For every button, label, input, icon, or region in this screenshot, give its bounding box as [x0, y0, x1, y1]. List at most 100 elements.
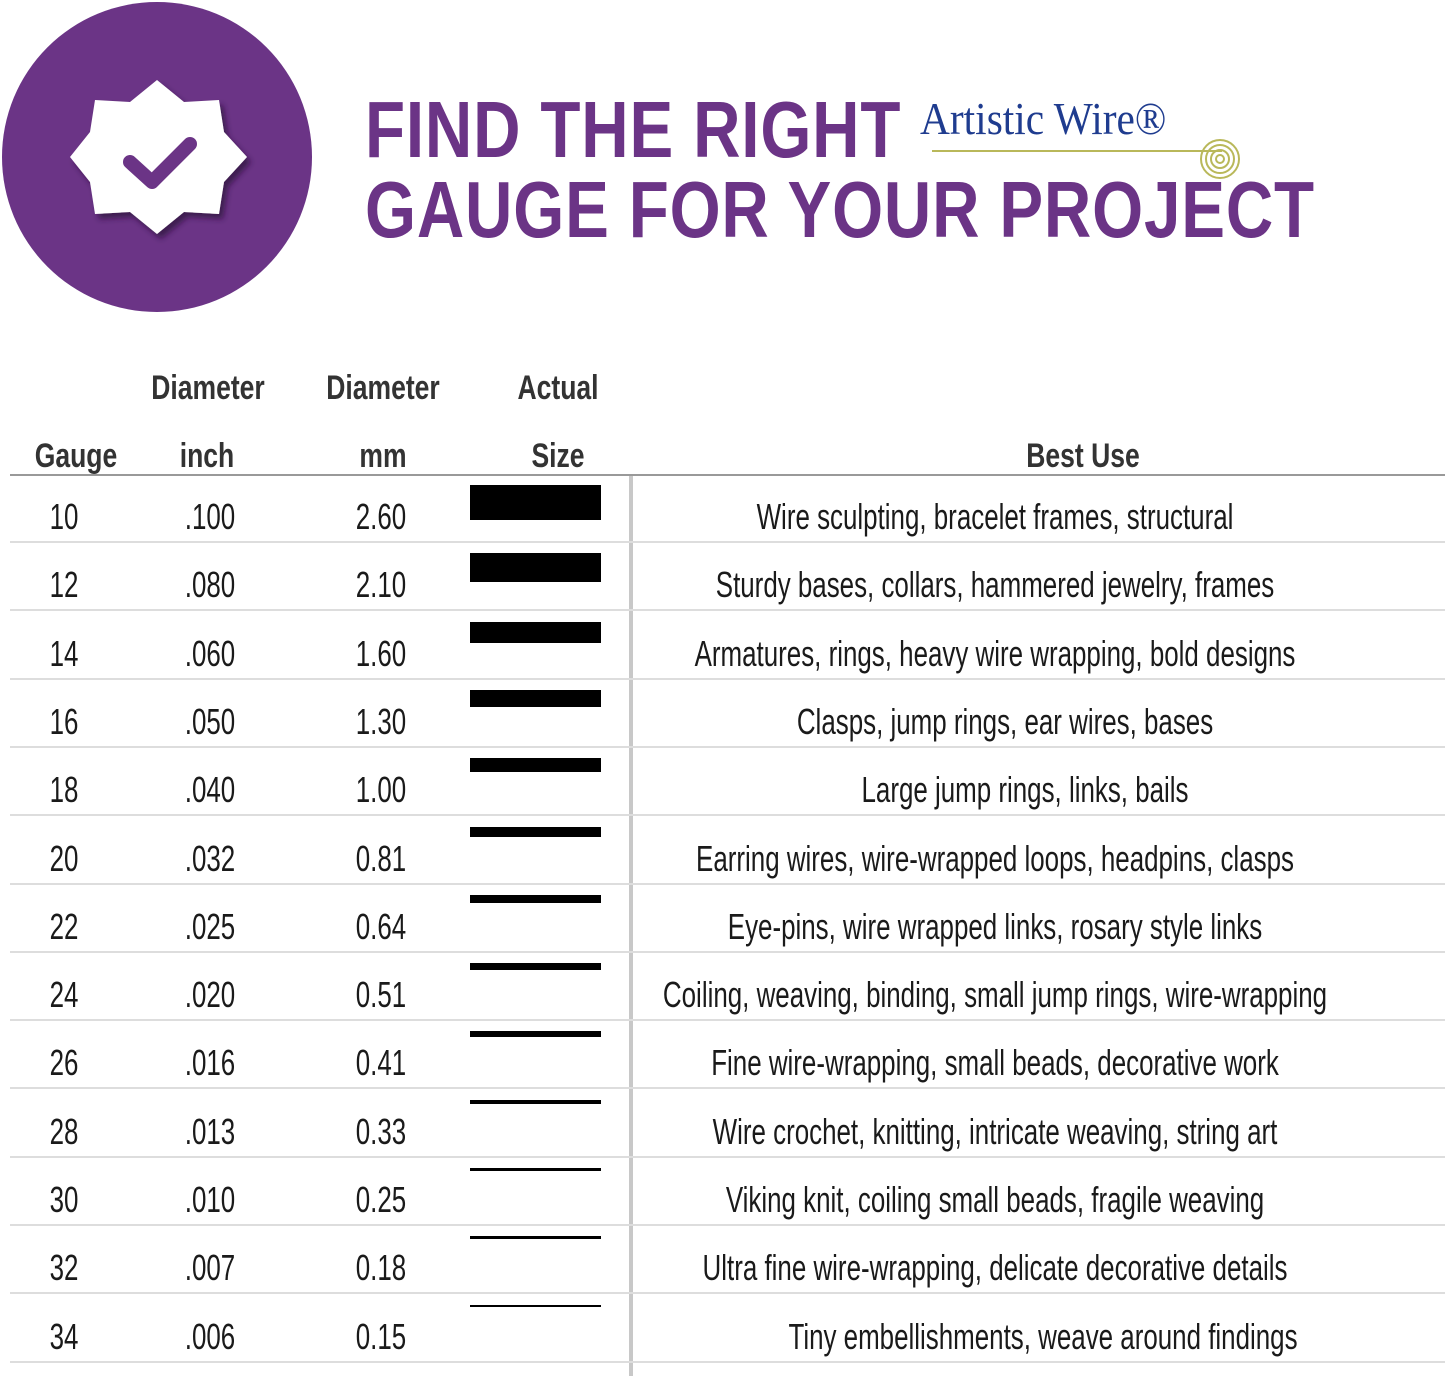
row-divider: [10, 1224, 1445, 1226]
best-use-cell-text: Coiling, weaving, binding, small jump ri…: [662, 974, 1328, 1016]
best-use-cell-text: Clasps, jump rings, ear wires, bases: [796, 700, 1214, 742]
row-divider: [10, 1360, 1445, 1363]
row-divider: [10, 1155, 1445, 1158]
header-best-use: Best Use: [1026, 437, 1140, 475]
check-badge-icon: [70, 80, 247, 234]
row-divider: [10, 1019, 1445, 1022]
wire-size-bar: [470, 1031, 601, 1037]
mm-cell-text: 0.33: [355, 1110, 407, 1152]
inch-cell-text: .007: [184, 1247, 236, 1289]
gauge-cell: 32: [44, 1248, 84, 1288]
mm-cell: 0.51: [346, 975, 416, 1015]
gauge-cell-text: 18: [49, 769, 79, 811]
best-use-cell-text: Eye-pins, wire wrapped links, rosary sty…: [727, 905, 1263, 947]
mm-cell-text: 0.18: [355, 1247, 407, 1289]
mm-cell-text: 1.60: [355, 632, 407, 674]
inch-cell: .007: [175, 1248, 245, 1288]
gauge-cell: 20: [44, 838, 84, 879]
title-line-2: GAUGE FOR YOUR PROJECT: [365, 165, 1315, 254]
artistic-wire-logo: Artistic Wire®: [920, 92, 1250, 182]
row-divider: [10, 1087, 1445, 1090]
wire-size-bar: [470, 894, 601, 904]
inch-cell-text: .060: [184, 632, 236, 674]
inch-cell: .010: [175, 1180, 245, 1220]
gauge-cell: 34: [44, 1315, 84, 1357]
mm-cell-text: 1.30: [355, 700, 407, 742]
mm-cell-text: 2.60: [355, 496, 407, 537]
row-divider: [10, 677, 1445, 680]
best-use-cell: Tiny embellishments, weave around findin…: [689, 1315, 1396, 1357]
wire-coil-icon: [1200, 139, 1240, 179]
title-line-1: FIND THE RIGHT: [365, 85, 902, 174]
gauge-cell: 30: [44, 1180, 84, 1220]
inch-cell-text: .010: [184, 1179, 236, 1220]
mm-cell: 0.15: [346, 1315, 416, 1357]
mm-cell-text: 0.15: [355, 1315, 407, 1357]
inch-cell-text: .025: [184, 905, 236, 947]
gauge-cell-text: 34: [49, 1315, 79, 1357]
inch-cell: .050: [175, 700, 245, 742]
column-divider: [629, 476, 633, 1376]
gauge-cell-text: 12: [49, 564, 79, 606]
mm-cell: 0.18: [346, 1248, 416, 1288]
mm-cell-text: 0.81: [355, 837, 407, 879]
inch-cell: .025: [175, 905, 245, 947]
mm-cell: 2.10: [346, 565, 416, 605]
gauge-cell-text: 24: [49, 974, 79, 1016]
best-use-cell-text: Tiny embellishments, weave around findin…: [788, 1315, 1298, 1357]
mm-cell-text: 1.00: [355, 769, 407, 811]
inch-cell-text: .100: [184, 496, 236, 537]
row-divider: [10, 814, 1445, 817]
gauge-cell-text: 26: [49, 1042, 79, 1084]
header-size: Size: [531, 437, 585, 475]
mm-cell-text: 0.51: [355, 974, 407, 1016]
wire-size-bar: [470, 826, 601, 838]
row-divider: [10, 950, 1445, 953]
inch-cell-text: .050: [184, 700, 236, 742]
mm-cell: 0.25: [346, 1180, 416, 1220]
mm-cell: 1.60: [346, 632, 416, 674]
wire-size-bar: [470, 1304, 601, 1307]
mm-cell-text: 0.25: [355, 1179, 407, 1220]
inch-cell-text: .013: [184, 1110, 236, 1152]
best-use-cell: Large jump rings, links, bails: [798, 770, 1252, 810]
inch-cell: .060: [175, 632, 245, 674]
mm-cell: 0.33: [346, 1110, 416, 1152]
gauge-cell: 22: [44, 905, 84, 947]
wire-size-bar: [470, 1236, 601, 1239]
gauge-cell-text: 22: [49, 905, 79, 947]
gauge-cell: 14: [44, 632, 84, 674]
row-divider: [10, 609, 1445, 612]
best-use-cell: Ultra fine wire-wrapping, delicate decor…: [589, 1248, 1401, 1288]
wire-size-bar: [470, 1168, 601, 1172]
logo-wire-line: [932, 150, 1222, 152]
best-use-cell: Coiling, weaving, binding, small jump ri…: [534, 975, 1445, 1015]
best-use-cell-text: Large jump rings, links, bails: [861, 769, 1189, 811]
header-mm: mm: [359, 437, 407, 475]
best-use-cell: Fine wire-wrapping, small beads, decorat…: [601, 1043, 1389, 1083]
gauge-cell-text: 14: [49, 632, 79, 674]
gauge-cell: 18: [44, 770, 84, 810]
best-use-cell: Viking knit, coiling small beads, fragil…: [621, 1180, 1369, 1220]
best-use-cell-text: Fine wire-wrapping, small beads, decorat…: [711, 1042, 1279, 1084]
inch-cell-text: .080: [184, 564, 236, 606]
header-diameter-inch-top: Diameter: [151, 369, 265, 407]
wire-size-bar: [470, 689, 601, 708]
best-use-cell: Sturdy bases, collars, hammered jewelry,…: [607, 565, 1383, 605]
inch-cell: .016: [175, 1043, 245, 1083]
wire-size-bar: [470, 485, 601, 521]
best-use-cell: Wire crochet, knitting, intricate weavin…: [603, 1110, 1387, 1152]
best-use-cell-text: Wire crochet, knitting, intricate weavin…: [712, 1110, 1278, 1152]
best-use-cell-text: Armatures, rings, heavy wire wrapping, b…: [694, 632, 1296, 674]
header-divider: [10, 474, 1445, 476]
best-use-cell-text: Viking knit, coiling small beads, fragil…: [725, 1179, 1265, 1220]
inch-cell: .080: [175, 565, 245, 605]
header-gauge: Gauge: [34, 437, 118, 475]
best-use-cell: Armatures, rings, heavy wire wrapping, b…: [578, 632, 1412, 674]
gauge-cell: 26: [44, 1043, 84, 1083]
header-diameter-mm-top: Diameter: [326, 369, 440, 407]
wire-size-bar: [470, 553, 601, 582]
mm-cell-text: 0.64: [355, 905, 407, 947]
mm-cell-text: 0.41: [355, 1042, 407, 1084]
header-inch: inch: [179, 437, 235, 475]
